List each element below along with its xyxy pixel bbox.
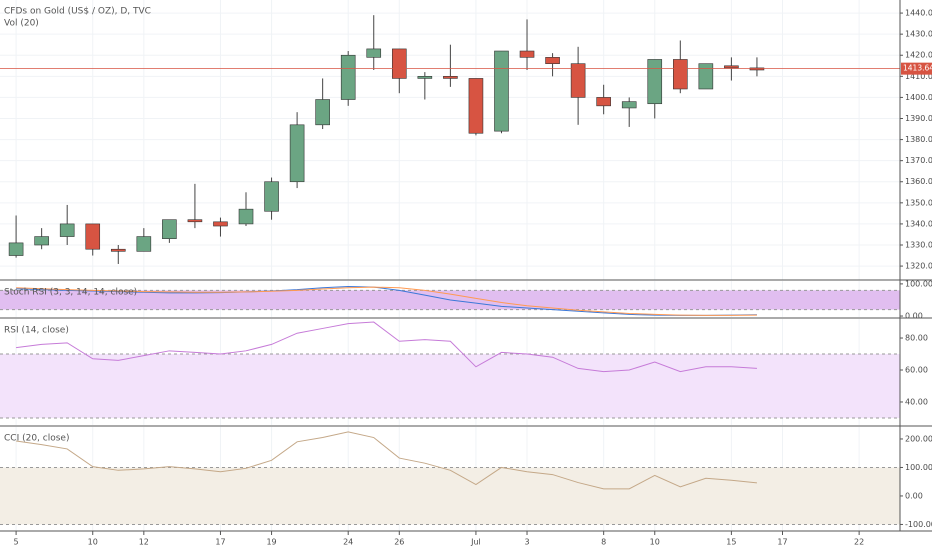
y-tick-label: 1330.00	[905, 241, 932, 250]
x-tick-label: 17	[777, 538, 787, 547]
y-tick-label: 1320.00	[905, 262, 932, 271]
indicator-line	[16, 286, 757, 316]
x-tick-label: 5	[14, 538, 19, 547]
candle-body	[162, 219, 177, 239]
y-tick-label: 1390.00	[905, 114, 932, 123]
candle-body	[110, 248, 126, 252]
candle-body	[468, 78, 484, 134]
candle-body	[289, 124, 305, 183]
candle-body	[494, 50, 509, 132]
candle-body	[366, 48, 382, 58]
candle-body	[570, 63, 586, 98]
candle-body	[417, 76, 433, 79]
y-tick-label: 200.00	[905, 434, 932, 443]
pane-title: Stoch RSI (3, 3, 14, 14, close)	[4, 288, 137, 298]
candle-body	[673, 59, 688, 90]
x-tick-label: Jul	[470, 538, 481, 547]
y-tick-label: 60.00	[905, 366, 928, 375]
y-tick-label: 1420.00	[905, 51, 932, 60]
candle-body	[621, 101, 637, 109]
band	[0, 467, 900, 525]
band	[0, 354, 900, 418]
candle-body	[213, 221, 228, 227]
candle-body	[724, 65, 739, 69]
y-tick-label: 1400.00	[905, 93, 932, 102]
x-tick-label: 12	[139, 538, 149, 547]
x-tick-label: 15	[726, 538, 736, 547]
y-tick-label: -100.00	[905, 520, 932, 529]
x-tick-label: 10	[88, 538, 98, 547]
y-tick-label: 100.00	[905, 463, 932, 472]
candle-body	[264, 181, 279, 212]
x-tick-label: 19	[266, 538, 276, 547]
y-tick-label: 1380.00	[905, 135, 932, 144]
candle-body	[647, 59, 663, 105]
x-tick-label: 10	[650, 538, 660, 547]
candle-body	[596, 97, 611, 107]
y-tick-label: 0.00	[905, 312, 923, 321]
candle-body	[545, 57, 560, 64]
candle-body	[340, 54, 356, 100]
y-tick-label: 1360.00	[905, 177, 932, 186]
candle-body	[315, 99, 330, 126]
y-tick-label: 1430.00	[905, 30, 932, 39]
last-price-box	[901, 62, 932, 75]
candle-body	[59, 223, 75, 237]
y-tick-label: 1410.00	[905, 72, 932, 81]
candle-body	[8, 242, 24, 256]
x-tick-label: 24	[343, 538, 353, 547]
candle-body	[519, 50, 535, 58]
x-tick-label: 8	[601, 538, 606, 547]
candle-body	[698, 63, 714, 90]
y-tick-label: 0.00	[905, 491, 923, 500]
candle-body	[34, 236, 49, 246]
candle-body	[391, 48, 407, 79]
pane-title: CCI (20, close)	[4, 434, 69, 444]
candle-body	[187, 219, 203, 223]
chart-subtitle: Vol (20)	[4, 19, 39, 29]
x-tick-label: 17	[215, 538, 225, 547]
candle-body	[443, 76, 458, 79]
indicator-line	[16, 285, 757, 316]
indicator-line	[16, 431, 757, 490]
pane-title: RSI (14, close)	[4, 326, 69, 336]
chart-title: CFDs on Gold (US$ / OZ), D, TVC	[4, 7, 151, 17]
x-tick-label: 22	[854, 538, 864, 547]
y-tick-label: 80.00	[905, 334, 928, 343]
x-tick-label: 3	[524, 538, 529, 547]
y-tick-label: 1350.00	[905, 198, 932, 207]
y-tick-label: 1370.00	[905, 156, 932, 165]
y-tick-label: 1340.00	[905, 219, 932, 228]
x-tick-label: 26	[394, 538, 404, 547]
y-tick-label: 1440.00	[905, 9, 932, 18]
candle-body	[136, 236, 152, 252]
y-tick-label: 40.00	[905, 397, 928, 406]
indicator-line	[16, 321, 757, 373]
y-tick-label: 100.00	[905, 279, 932, 288]
last-price-label: 1413.64	[903, 64, 932, 73]
candle-body	[238, 208, 254, 225]
candle-body	[85, 223, 101, 250]
